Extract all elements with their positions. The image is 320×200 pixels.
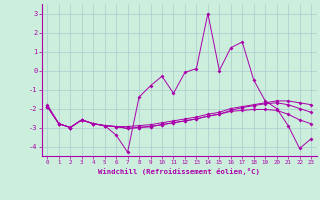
X-axis label: Windchill (Refroidissement éolien,°C): Windchill (Refroidissement éolien,°C) bbox=[98, 168, 260, 175]
